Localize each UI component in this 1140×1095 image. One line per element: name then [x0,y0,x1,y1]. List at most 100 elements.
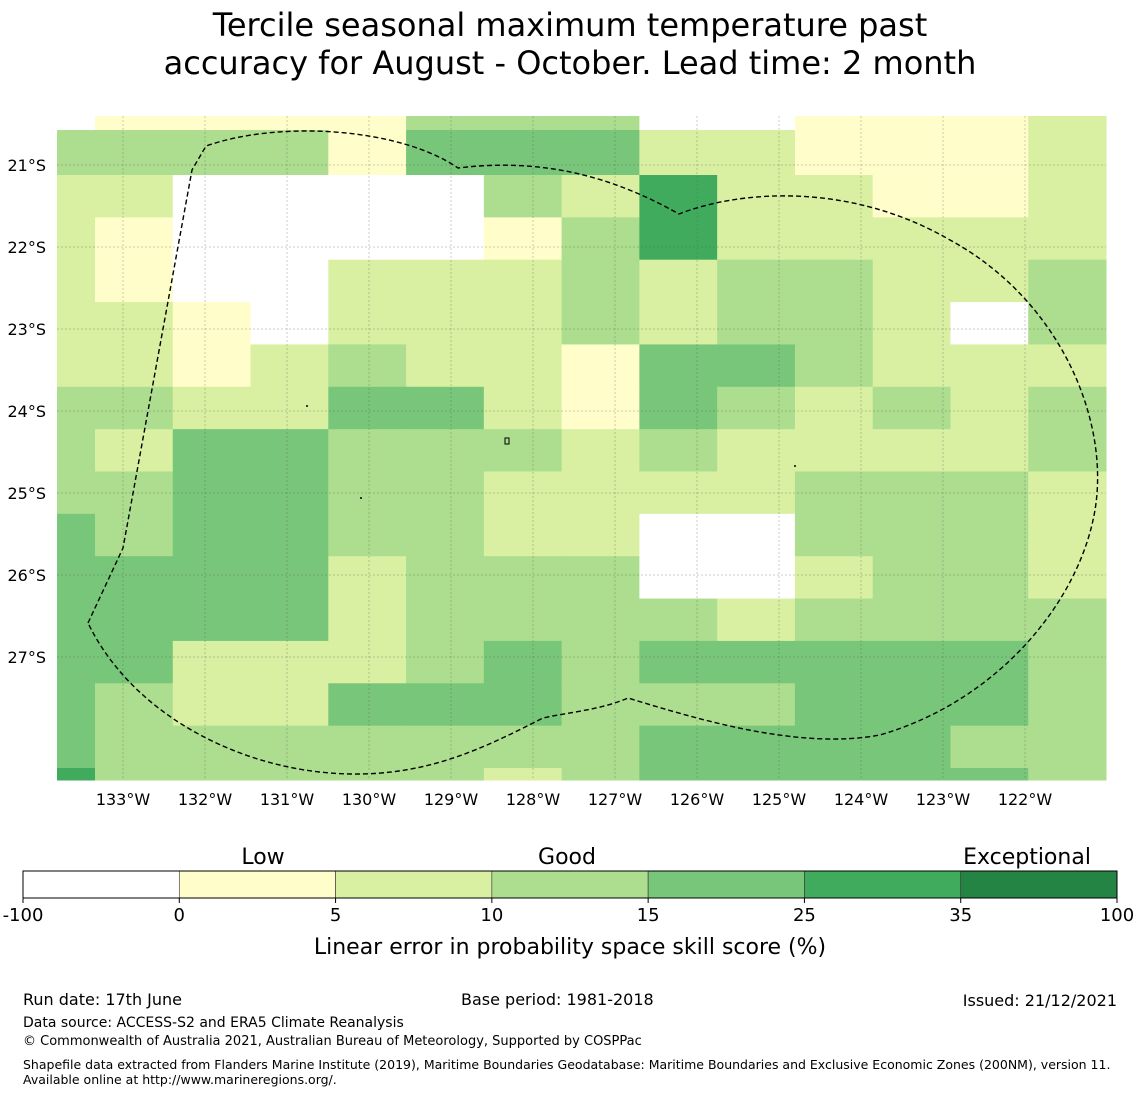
grid-cell [250,640,329,684]
grid-cell [483,116,563,131]
grid-cell [95,344,174,388]
grid-cell [95,130,174,176]
longitude-label: 132°W [178,790,233,809]
grid-cell [95,683,174,727]
grid-cell [172,640,252,684]
grid-cell [406,683,485,727]
grid-cell [794,640,874,684]
grid-cell [250,259,329,303]
grid-cell [872,725,951,769]
grid-cell [172,302,252,345]
longitude-label: 125°W [752,790,807,809]
grid-cell [483,259,563,303]
grid-cell [794,556,874,600]
grid-cell [57,386,96,430]
colorbar-tick-label: 5 [330,905,341,926]
grid-cell [406,175,485,218]
grid-cell [483,175,563,218]
grid-cell [57,683,96,727]
grid-cell [717,683,796,727]
grid-cell [1028,683,1107,727]
grid-cell [95,640,174,684]
grid-cell [483,386,563,430]
grid-cell [328,513,407,557]
grid-cell [639,386,718,430]
grid-cell [483,513,563,557]
grid-cell [639,598,718,642]
grid-cell [639,175,718,218]
longitude-labels: 133°W 132°W 131°W 130°W 129°W 128°W 127°W 126°W… [96,790,1053,809]
grid-cell [57,175,96,218]
grid-cell [950,429,1029,472]
grid-cell [406,429,485,472]
grid-cell [328,116,407,131]
grid-cell [717,116,796,131]
grid-cell [794,386,874,430]
grid-cell [561,344,640,388]
grid-cell [172,598,252,642]
grid-cell [950,302,1029,345]
grid-cell [561,683,640,727]
grid-cell [561,598,640,642]
grid-cell [328,598,407,642]
grid-cell [57,259,96,303]
grid-cell [328,556,407,600]
skill-map: 133°W 132°W 131°W 130°W 129°W 128°W 127°W 126°W… [7,116,1107,809]
grid-cell [328,683,407,727]
grid-cell [1028,116,1107,131]
latitude-label: 23°S [7,320,46,339]
grid-cell [328,386,407,430]
base-period: Base period: 1981-2018 [461,990,654,1009]
grid-cell [483,683,563,727]
grid-cell [717,640,796,684]
grid-cell [561,768,640,781]
grid-cell [639,768,718,781]
grid-cell [406,768,485,781]
grid-cell [561,259,640,303]
colorbar-swatch [335,870,493,899]
longitude-label: 122°W [998,790,1053,809]
colorbar-swatch [491,870,649,899]
grid-cell [1028,344,1107,388]
grid-cell [717,513,796,557]
grid-cell [872,598,951,642]
grid-cell [717,386,796,430]
colorbar-frame [22,870,1118,899]
grid-cell [250,429,329,472]
grid-cell [57,725,96,769]
colorbar-label: Linear error in probability space skill … [314,935,826,960]
grid-cell [639,130,718,176]
grid-cell [483,725,563,769]
grid-cell [172,130,252,176]
grid-cell [483,598,563,642]
grid-cell [406,513,485,557]
grid-cell [406,130,485,176]
island-marker [794,465,796,467]
grid-cell [250,175,329,218]
colorbar-tick-label: 100 [1100,905,1134,926]
colorbar-tick-label: 15 [637,905,660,926]
grid-cell [250,598,329,642]
grid-cell [406,386,485,430]
grid-cell [872,683,951,727]
grid-cell [561,386,640,430]
grid-cell [95,556,174,600]
grid-cell [639,344,718,388]
grid-cell [57,429,96,472]
grid-cell [950,556,1029,600]
grid-cell [717,768,796,781]
grid-cell [250,116,329,131]
grid-cell [172,725,252,769]
grid-cell [717,556,796,600]
grid-cell [406,344,485,388]
grid-cell [406,259,485,303]
grid-cell [328,429,407,472]
grid-cell [950,513,1029,557]
grid-cell [794,598,874,642]
grid-cell [561,429,640,472]
grid-cell [717,598,796,642]
grid-cell [57,556,96,600]
grid-cell [1028,386,1107,430]
grid-cell [872,640,951,684]
colorbar-swatch [960,870,1118,899]
